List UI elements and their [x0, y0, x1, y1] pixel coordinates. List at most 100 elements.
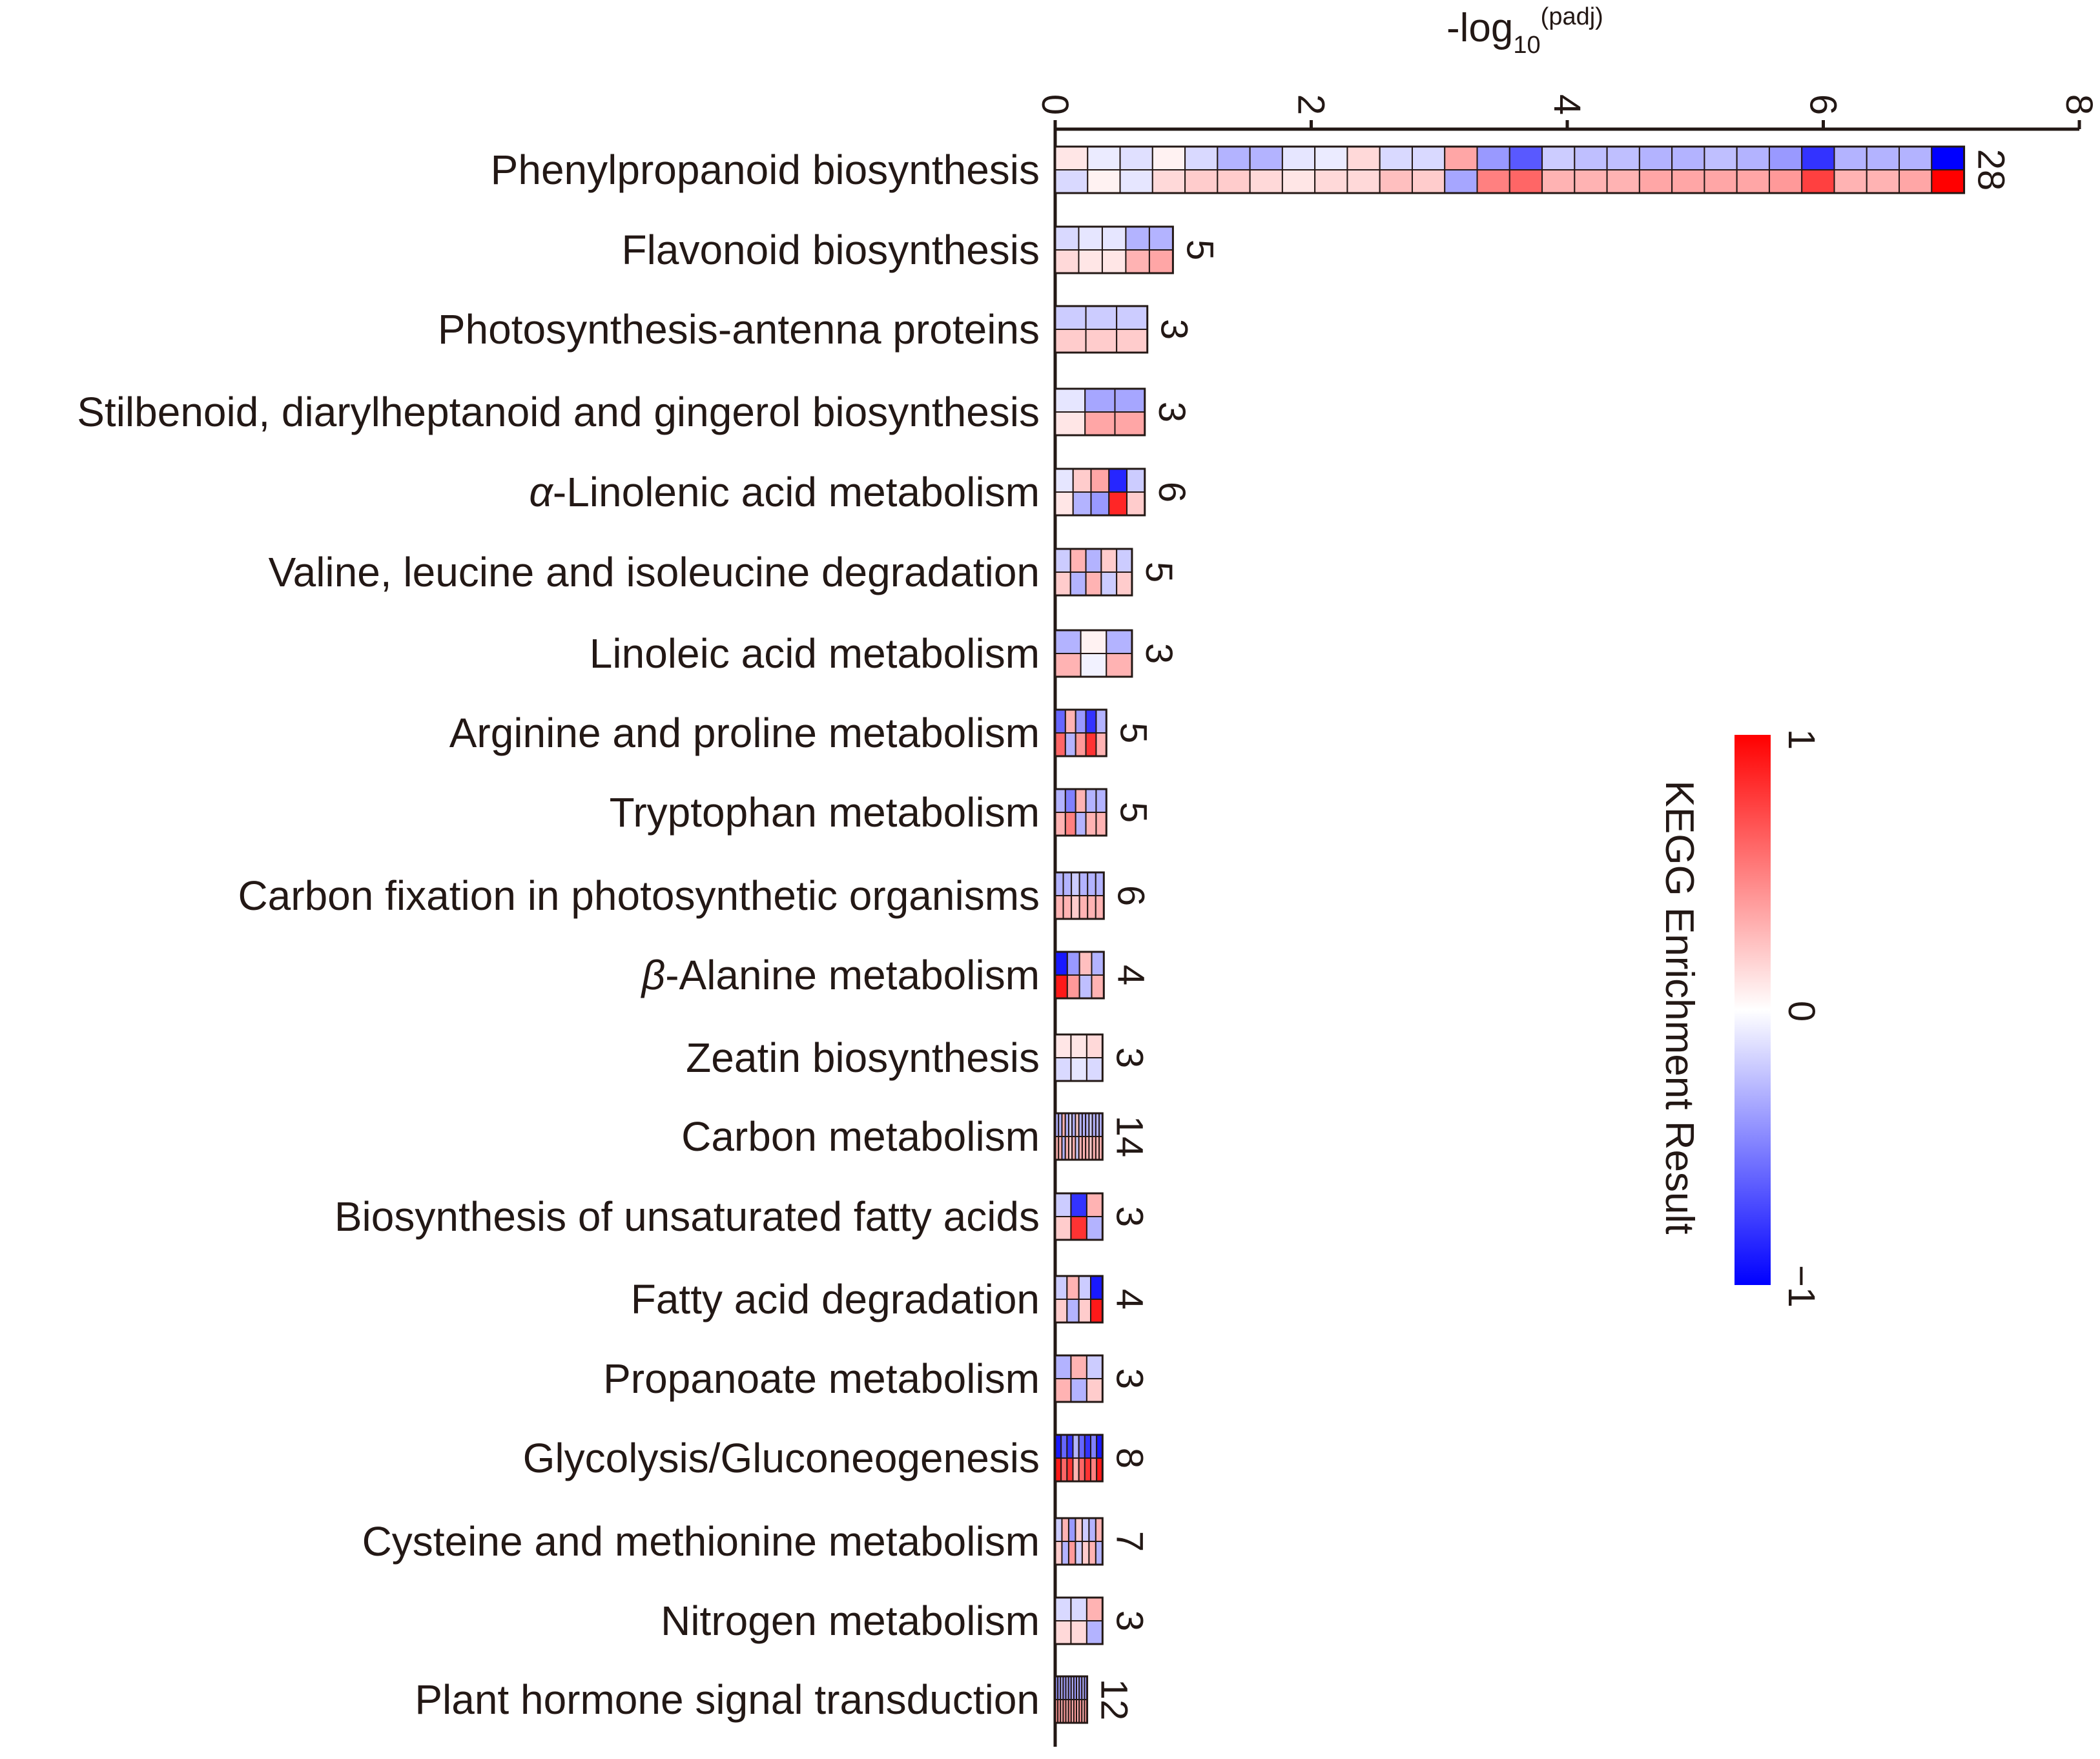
- bar-cell: [1055, 895, 1064, 920]
- bar-cell: [1184, 146, 1219, 170]
- bar-cell: [1055, 388, 1086, 413]
- bar-cell: [1070, 1620, 1087, 1645]
- bar: [1054, 225, 1174, 274]
- bar-cell: [1116, 548, 1133, 573]
- bar-cell: [1346, 169, 1381, 194]
- bar-cell: [1476, 146, 1510, 170]
- bar-cell: [1078, 226, 1103, 251]
- bar-cell: [1087, 895, 1096, 920]
- bar-cell: [1931, 169, 1965, 194]
- bar-cell: [1148, 249, 1174, 274]
- gene-count-label: 5: [1138, 562, 1180, 582]
- bar-cell: [1078, 249, 1103, 274]
- bar-cell: [1084, 1434, 1092, 1459]
- bar-cell: [1075, 1541, 1083, 1565]
- bar-cell: [1095, 812, 1107, 836]
- bar-cell: [1055, 1517, 1063, 1542]
- bar: [1054, 1354, 1104, 1403]
- gene-count-label: 4: [1108, 1289, 1150, 1310]
- bar: [1054, 788, 1107, 837]
- category-label: Plant hormone signal transduction: [415, 1676, 1040, 1723]
- bar-cell: [1095, 895, 1105, 920]
- bar-cell: [1116, 571, 1133, 596]
- x-tick-label: 4: [1546, 94, 1588, 115]
- category-row: Cysteine and methionine metabolism 7: [362, 1517, 1150, 1566]
- bar-cell: [1671, 169, 1705, 194]
- bar-cell: [1095, 732, 1107, 757]
- bar-cell: [1060, 1457, 1068, 1482]
- bar-cell: [1108, 491, 1128, 516]
- x-tick-label: 0: [1034, 94, 1076, 115]
- category-label: Flavonoid biosynthesis: [622, 227, 1040, 273]
- bar-cell: [1541, 169, 1576, 194]
- bar-cell: [1119, 146, 1153, 170]
- bar-cell: [1080, 653, 1107, 677]
- bar-cell: [1899, 169, 1933, 194]
- bar-cell: [1086, 1597, 1104, 1621]
- bar-cell: [1061, 1517, 1069, 1542]
- category-label: Biosynthesis of unsaturated fatty acids: [335, 1193, 1040, 1240]
- bar-cell: [1444, 146, 1478, 170]
- bar-cell: [1217, 146, 1251, 170]
- bar-cell: [1768, 169, 1803, 194]
- bar-cell: [1055, 1355, 1072, 1379]
- bar-cell: [1086, 1034, 1104, 1058]
- category-row: Propanoate metabolism 3: [603, 1354, 1150, 1403]
- bar-cell: [1067, 1517, 1076, 1542]
- bar-cell: [1106, 653, 1133, 677]
- gene-count-label: 6: [1109, 885, 1151, 906]
- bar-cell: [1066, 951, 1080, 976]
- bar-cell: [1078, 1457, 1086, 1482]
- bar-cell: [1075, 1517, 1083, 1542]
- bar-cell: [1671, 146, 1705, 170]
- x-axis-title: -log10(padj): [1446, 3, 1603, 59]
- bar-cell: [1086, 1057, 1104, 1082]
- gene-count-label: 4: [1109, 965, 1151, 985]
- bar-cell: [1151, 169, 1186, 194]
- category-label: Arginine and proline metabolism: [449, 710, 1040, 756]
- bar-cell: [1095, 1517, 1104, 1542]
- category-label: Linoleic acid metabolism: [590, 630, 1040, 677]
- bar: [1054, 629, 1133, 678]
- bar-cell: [1091, 974, 1105, 999]
- category-label: Propanoate metabolism: [603, 1355, 1040, 1402]
- bar: [1054, 871, 1105, 920]
- bar-cell: [1100, 548, 1118, 573]
- color-legend: 1 0 −1 KEGG Enrichment Result: [1657, 729, 1822, 1308]
- category-label: α-Linolenic acid metabolism: [529, 469, 1040, 515]
- bar-cell: [1508, 146, 1543, 170]
- bar-cell: [1071, 895, 1080, 920]
- bar-cell: [1078, 974, 1093, 999]
- bar-cell: [1055, 1193, 1072, 1217]
- bar-cell: [1075, 788, 1087, 813]
- bar-cell: [1088, 1517, 1096, 1542]
- bar-cell: [1095, 872, 1105, 896]
- bar-cell: [1061, 1541, 1069, 1565]
- bar-cell: [1866, 146, 1900, 170]
- bar: [1054, 305, 1149, 354]
- bar: [1054, 1675, 1089, 1724]
- category-row: Biosynthesis of unsaturated fatty acids 3: [335, 1192, 1150, 1241]
- bar-cell: [1055, 1299, 1068, 1323]
- bar-cell: [1078, 1275, 1092, 1300]
- bar-cell: [1114, 411, 1146, 436]
- bar-cell: [1125, 249, 1150, 274]
- x-tick-label: 6: [1802, 94, 1844, 115]
- category-row: Glycolysis/Gluconeogenesis 8: [523, 1434, 1150, 1483]
- bar-cell: [1249, 169, 1283, 194]
- category-row: Stilbenoid, diarylheptanoid and gingerol…: [77, 387, 1193, 437]
- bar-cell: [1281, 146, 1316, 170]
- bar-cell: [1931, 146, 1965, 170]
- bar-cell: [1085, 812, 1097, 836]
- bar-cell: [1070, 1057, 1087, 1082]
- category-label: Glycolysis/Gluconeogenesis: [523, 1435, 1040, 1481]
- category-row: Photosynthesis-antenna proteins 3: [438, 305, 1195, 354]
- bar-cell: [1070, 1034, 1087, 1058]
- bar-cell: [1070, 1193, 1087, 1217]
- bar-cell: [1055, 571, 1071, 596]
- bar-cell: [1055, 951, 1068, 976]
- bar-cell: [1108, 468, 1128, 493]
- bar-cell: [1055, 226, 1080, 251]
- bar-cell: [1086, 1355, 1104, 1379]
- gene-count-label: 5: [1112, 802, 1154, 823]
